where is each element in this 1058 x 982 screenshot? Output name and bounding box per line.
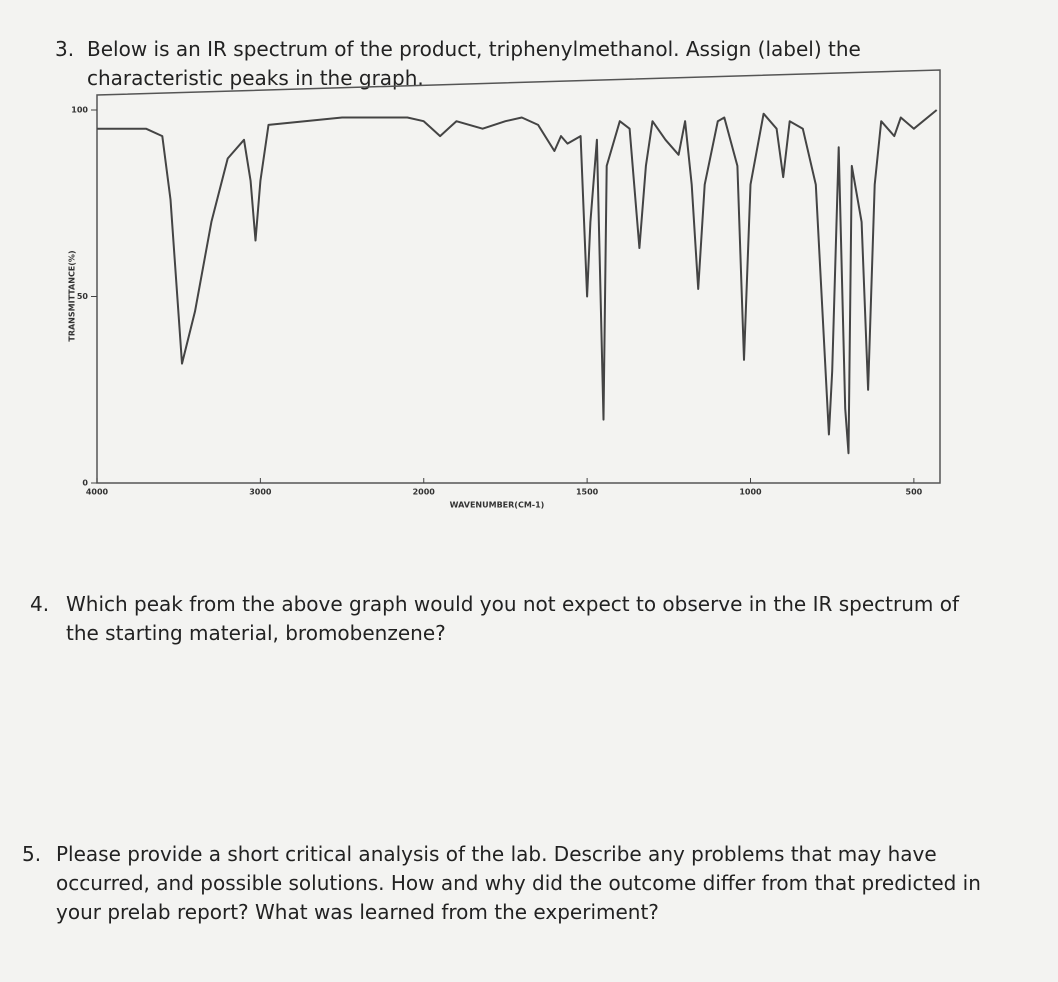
x-tick-label: 1500 <box>576 488 599 497</box>
y-tick-label: 50 <box>77 292 89 301</box>
x-tick-label: 1000 <box>739 488 762 497</box>
x-axis-label: WAVENUMBER(CM-1) <box>450 501 545 510</box>
x-tick-label: 500 <box>906 488 923 497</box>
question-text: Please provide a short critical analysis… <box>56 842 981 924</box>
y-axis-label: TRANSMITTANCE(%) <box>68 250 77 341</box>
plot-frame <box>96 69 941 484</box>
y-tick-label: 0 <box>82 479 88 488</box>
ir-spectrum: WAVENUMBER(CM-1) TRANSMITTANCE(%) 4000 30… <box>68 69 941 510</box>
question-text: Below is an IR spectrum of the product, … <box>87 37 861 90</box>
spectrum-line <box>97 109 938 455</box>
x-tick-label: 3000 <box>249 488 272 497</box>
x-tick-label: 2000 <box>413 488 436 497</box>
question-number: 5. <box>22 842 42 866</box>
question-text: Which peak from the above graph would yo… <box>66 592 959 645</box>
y-tick-label: 100 <box>71 106 88 115</box>
question-number: 4. <box>30 592 50 616</box>
question-number: 3. <box>55 37 75 61</box>
x-tick-label: 4000 <box>86 488 109 497</box>
